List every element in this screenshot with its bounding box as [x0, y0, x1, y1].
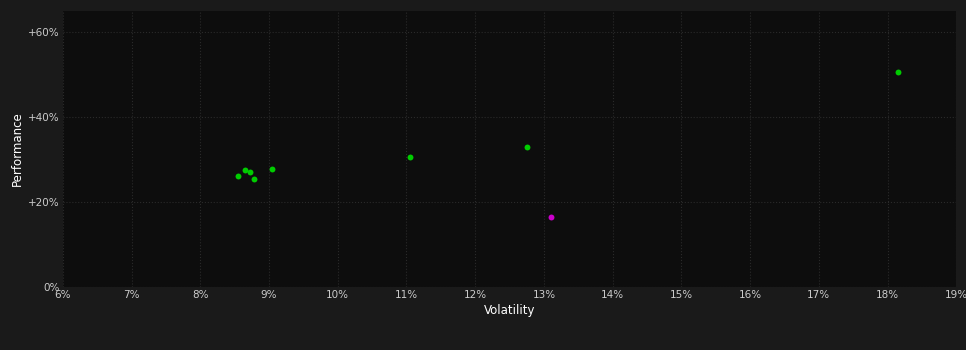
Point — [230, 174, 245, 179]
X-axis label: Volatility: Volatility — [484, 304, 535, 317]
Point — [402, 154, 417, 160]
Point — [238, 167, 253, 173]
Point — [519, 144, 534, 149]
Point — [246, 176, 262, 181]
Point — [543, 214, 558, 219]
Point — [265, 166, 280, 172]
Point — [891, 69, 906, 75]
Point — [242, 169, 258, 175]
Y-axis label: Performance: Performance — [12, 111, 24, 186]
